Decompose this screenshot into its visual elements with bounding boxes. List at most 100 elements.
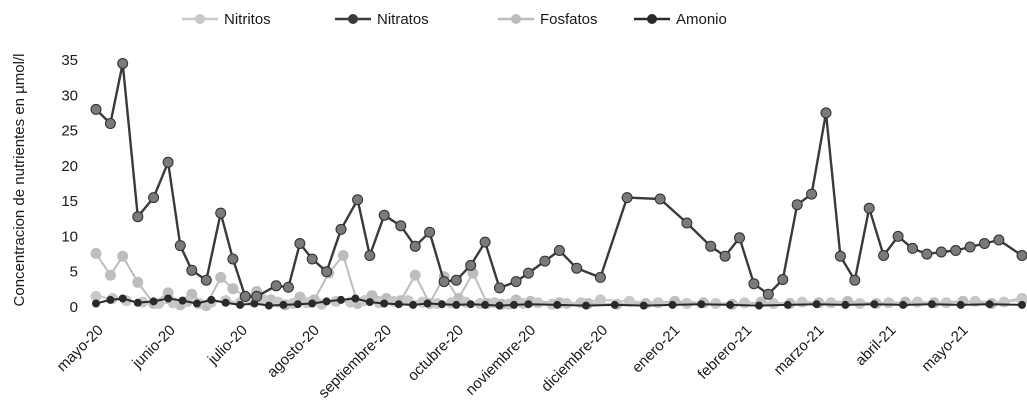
x-tick-label: abril-21 xyxy=(852,322,899,369)
legend-entry-nitritos: Nitritos xyxy=(182,11,271,28)
data-point-nitratos xyxy=(964,241,976,253)
data-point-amonio xyxy=(985,300,994,309)
data-point-nitratos xyxy=(270,280,282,292)
y-tick-label: 10 xyxy=(61,228,78,245)
data-point-amonio xyxy=(264,301,273,310)
data-point-amonio xyxy=(495,301,504,310)
data-point-amonio xyxy=(553,300,562,309)
data-point-nitratos xyxy=(1016,250,1027,261)
data-point-nitratos xyxy=(594,271,606,283)
data-point-amonio xyxy=(1018,300,1026,309)
data-point-amonio xyxy=(293,300,302,309)
data-point-nitratos xyxy=(465,259,477,271)
data-point-nitratos xyxy=(438,276,450,288)
data-point-nitratos xyxy=(282,281,294,293)
x-tick-label: diciembre-20 xyxy=(538,322,611,395)
data-point-nitratos xyxy=(395,220,407,232)
data-point-nitritos xyxy=(594,294,606,306)
data-point-amonio xyxy=(221,298,230,307)
data-point-nitratos xyxy=(409,240,421,252)
data-point-nitratos xyxy=(719,250,731,262)
x-tick-label: junio-20 xyxy=(128,322,178,372)
data-point-amonio xyxy=(812,300,821,309)
data-point-nitratos xyxy=(762,288,774,300)
data-point-nitratos xyxy=(806,188,818,200)
y-tick-label: 30 xyxy=(61,87,78,104)
legend-marker-nitritos xyxy=(195,14,205,24)
data-point-amonio xyxy=(164,294,173,303)
data-point-nitratos xyxy=(378,209,390,221)
data-point-nitratos xyxy=(907,242,918,254)
data-point-nitratos xyxy=(306,253,318,265)
data-point-amonio xyxy=(236,300,245,309)
data-point-nitratos xyxy=(294,238,306,249)
data-point-amonio xyxy=(118,294,127,303)
data-point-fosfatos xyxy=(104,269,116,281)
data-point-nitritos xyxy=(767,298,779,309)
data-point-nitratos xyxy=(681,217,693,229)
data-point-nitritos xyxy=(623,295,635,307)
data-point-nitratos xyxy=(479,236,491,248)
data-point-amonio xyxy=(437,300,446,309)
legend-entry-nitratos: Nitratos xyxy=(335,11,429,28)
data-point-amonio xyxy=(106,295,115,304)
data-point-amonio xyxy=(481,300,490,309)
data-point-nitratos xyxy=(863,202,875,214)
data-point-nitritos xyxy=(998,296,1010,308)
x-tick-label: septiembre-20 xyxy=(315,322,395,402)
x-tick-label: agosto-20 xyxy=(264,322,323,381)
y-tick-label: 20 xyxy=(61,158,78,175)
data-point-nitratos xyxy=(450,274,462,286)
series-amonio xyxy=(92,294,1026,310)
data-point-amonio xyxy=(697,300,706,309)
data-point-nitratos xyxy=(993,234,1005,246)
data-point-nitratos xyxy=(878,250,890,261)
data-point-nitratos xyxy=(892,230,904,242)
legend-marker-nitratos xyxy=(348,14,358,24)
data-point-amonio xyxy=(466,300,475,309)
data-point-nitritos xyxy=(532,297,544,309)
data-point-amonio xyxy=(452,300,461,309)
x-tick-label: julio-20 xyxy=(204,322,251,369)
data-point-nitratos xyxy=(705,240,717,252)
data-point-nitratos xyxy=(162,156,174,168)
legend-marker-fosfatos xyxy=(511,14,521,24)
data-point-nitratos xyxy=(494,282,505,294)
data-point-nitratos xyxy=(791,199,803,211)
data-point-amonio xyxy=(337,295,345,304)
y-tick-label: 25 xyxy=(61,123,78,140)
legend-label-amonio: Amonio xyxy=(676,11,727,28)
y-tick-label: 0 xyxy=(70,299,78,316)
data-point-amonio xyxy=(380,299,389,308)
data-point-amonio xyxy=(783,300,792,309)
data-point-amonio xyxy=(308,299,317,308)
data-point-nitratos xyxy=(539,255,551,267)
data-point-amonio xyxy=(668,300,677,309)
legend-label-nitratos: Nitratos xyxy=(377,11,429,28)
data-point-fosfatos xyxy=(117,250,129,262)
legend-label-fosfatos: Fosfatos xyxy=(540,11,598,28)
data-point-amonio xyxy=(279,300,288,309)
data-point-amonio xyxy=(322,297,331,306)
data-point-nitratos xyxy=(186,264,198,276)
data-point-nitratos xyxy=(424,226,436,238)
data-point-fosfatos xyxy=(227,283,239,295)
data-point-fosfatos xyxy=(132,276,144,288)
data-point-amonio xyxy=(207,295,216,304)
data-point-nitratos xyxy=(251,290,263,302)
data-point-amonio xyxy=(149,297,158,306)
data-point-amonio xyxy=(394,300,403,309)
data-point-nitratos xyxy=(132,211,144,223)
data-point-nitratos xyxy=(935,246,947,258)
data-point-amonio xyxy=(956,300,965,309)
data-point-amonio xyxy=(365,298,374,307)
data-point-nitratos xyxy=(239,290,251,302)
data-point-fosfatos xyxy=(337,250,349,261)
data-point-nitratos xyxy=(921,248,933,260)
data-point-amonio xyxy=(133,298,142,307)
x-tick-label: marzo-21 xyxy=(771,322,828,379)
data-point-fosfatos xyxy=(215,271,227,283)
data-point-amonio xyxy=(510,300,518,309)
data-point-amonio xyxy=(870,300,879,309)
